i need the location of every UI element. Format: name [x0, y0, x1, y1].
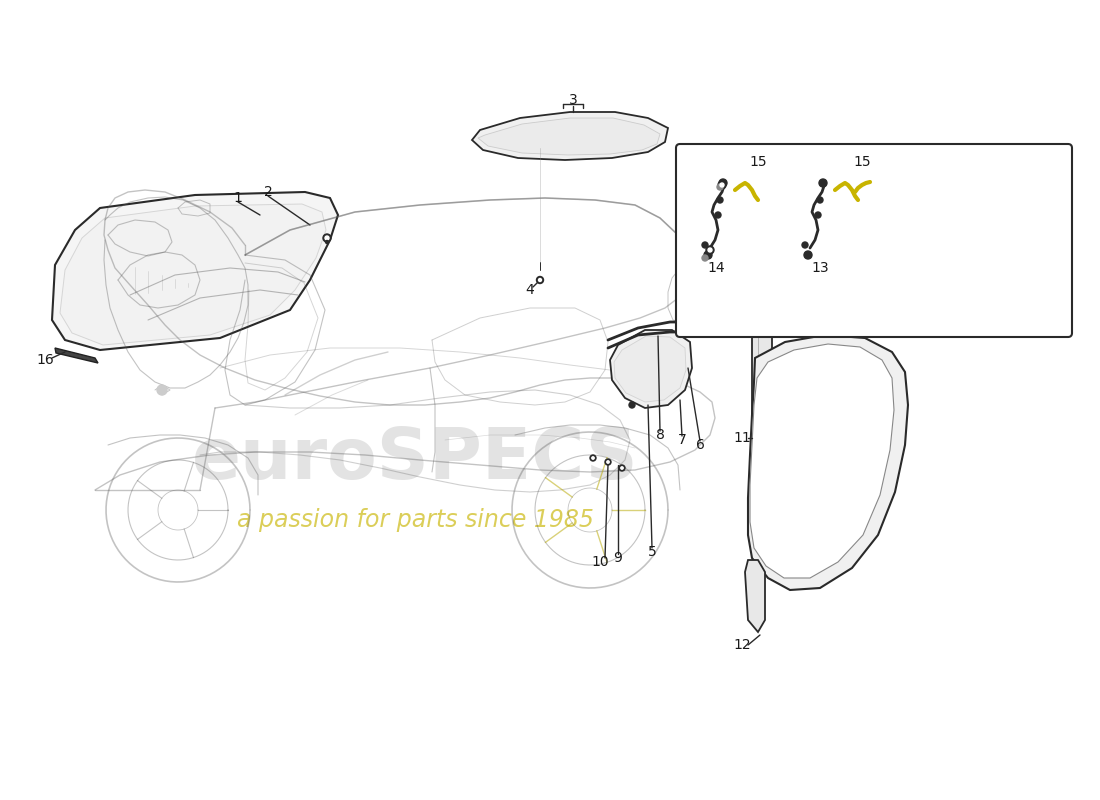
Polygon shape: [52, 192, 338, 350]
Text: 2: 2: [264, 185, 273, 199]
Text: 16: 16: [36, 353, 54, 367]
Circle shape: [590, 455, 596, 461]
Text: 6: 6: [695, 438, 704, 452]
Text: 15: 15: [854, 155, 871, 169]
Text: 1: 1: [233, 191, 242, 205]
Circle shape: [817, 197, 823, 203]
Text: 3: 3: [569, 93, 578, 107]
Circle shape: [715, 212, 720, 218]
Circle shape: [720, 183, 724, 187]
Circle shape: [717, 197, 723, 203]
Text: 13: 13: [811, 261, 828, 275]
Text: 9: 9: [614, 551, 623, 565]
Polygon shape: [55, 348, 98, 363]
Circle shape: [537, 277, 543, 283]
Text: 12: 12: [734, 638, 751, 652]
Polygon shape: [748, 335, 907, 590]
Text: 8: 8: [656, 428, 664, 442]
FancyBboxPatch shape: [676, 144, 1072, 337]
Circle shape: [607, 461, 609, 463]
Polygon shape: [750, 344, 894, 578]
Polygon shape: [745, 560, 764, 632]
Text: 10: 10: [591, 555, 608, 569]
Circle shape: [619, 465, 625, 471]
Circle shape: [719, 179, 727, 187]
Polygon shape: [614, 336, 686, 402]
Circle shape: [539, 278, 541, 282]
Text: 15: 15: [749, 155, 767, 169]
Text: 4: 4: [526, 283, 535, 297]
Circle shape: [157, 385, 167, 395]
Circle shape: [702, 242, 708, 248]
Circle shape: [592, 457, 594, 459]
Circle shape: [704, 251, 712, 259]
Text: 5: 5: [648, 545, 657, 559]
Circle shape: [620, 467, 624, 469]
Circle shape: [718, 181, 726, 189]
Circle shape: [706, 246, 714, 254]
Circle shape: [815, 212, 821, 218]
Polygon shape: [472, 112, 668, 160]
Circle shape: [324, 236, 329, 240]
Circle shape: [708, 248, 712, 252]
Polygon shape: [752, 322, 772, 558]
Text: 7: 7: [678, 433, 686, 447]
Polygon shape: [610, 330, 692, 408]
Text: euroSPECS: euroSPECS: [191, 426, 638, 494]
Text: 11: 11: [733, 431, 751, 445]
Text: 14: 14: [707, 261, 725, 275]
Circle shape: [820, 179, 827, 187]
Circle shape: [708, 248, 712, 252]
Polygon shape: [478, 118, 660, 155]
Circle shape: [323, 234, 331, 242]
Circle shape: [717, 184, 723, 190]
Circle shape: [702, 255, 708, 261]
Circle shape: [605, 459, 610, 465]
Circle shape: [804, 251, 812, 259]
Circle shape: [629, 402, 635, 408]
Text: a passion for parts since 1985: a passion for parts since 1985: [236, 508, 593, 532]
Polygon shape: [60, 204, 326, 345]
Circle shape: [802, 242, 808, 248]
Circle shape: [326, 241, 329, 243]
Circle shape: [720, 183, 724, 187]
